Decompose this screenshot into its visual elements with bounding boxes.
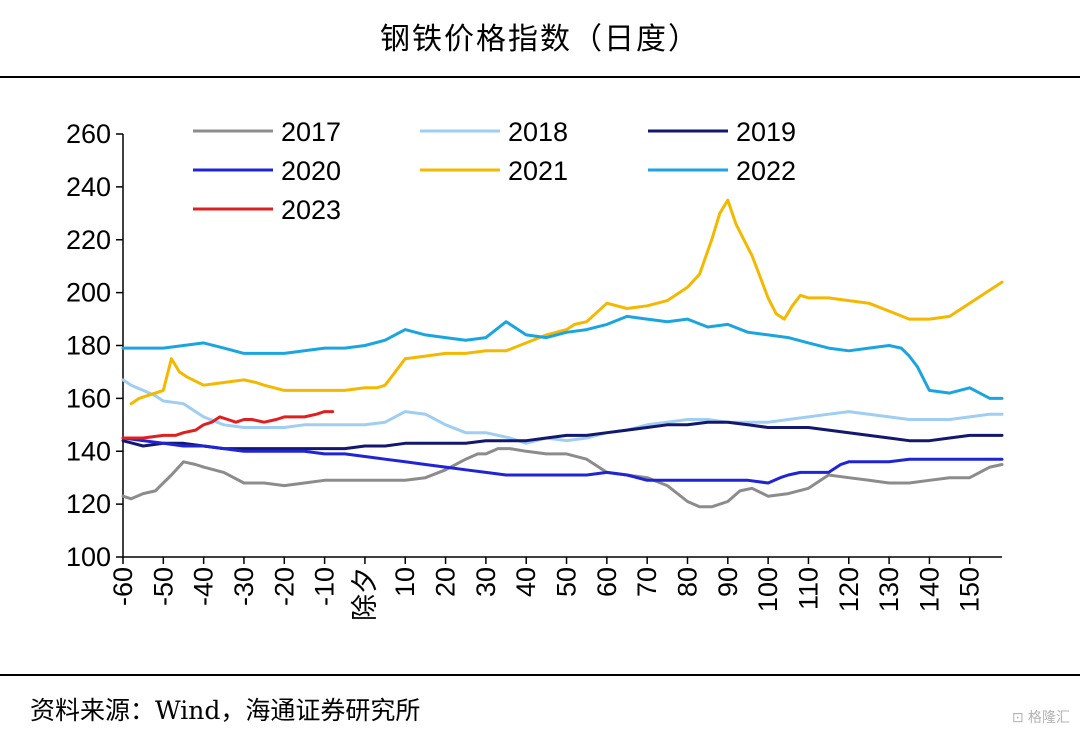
x-tick-label: -60 [108,567,138,606]
legend-label-2022: 2022 [736,156,796,186]
x-tick-label: -40 [189,567,219,606]
x-tick-label: 80 [672,567,702,597]
series-lines [121,198,1004,509]
watermark-text: 格隆汇 [1028,710,1070,726]
x-tick-label: 120 [834,567,864,612]
y-tick-label: 260 [66,119,111,149]
y-tick-label: 100 [66,542,111,572]
x-tick-label: 60 [592,567,622,597]
y-tick-label: 220 [66,225,111,255]
x-tick-label: 130 [874,567,904,612]
x-tick-label: 100 [753,567,783,612]
legend-label-2018: 2018 [508,117,568,147]
series-line-2020 [121,436,1004,485]
x-tick-label: 10 [390,567,420,597]
source-note: 资料来源：Wind，海通证券研究所 [30,696,421,725]
x-tick-label: -20 [269,567,299,606]
x-tick-label: 40 [511,567,541,597]
series-line-2023 [121,410,335,440]
legend-label-2017: 2017 [281,117,341,147]
x-tick-label: 30 [471,567,501,597]
y-tick-label: 160 [66,383,111,413]
watermark-logo: ⊡ 格隆汇 [1011,710,1070,726]
x-tick-label: 除夕 [350,567,381,621]
chart-title: 钢铁价格指数（日度） [380,22,700,57]
y-tick-label: 240 [66,172,111,202]
x-tick-label: 20 [431,567,461,597]
x-tick-label: 90 [713,567,743,597]
legend-label-2021: 2021 [508,156,568,186]
series-line-2018 [121,378,1004,445]
y-tick-label: 180 [66,331,111,361]
legend-label-2023: 2023 [281,195,341,225]
x-tick-label: 70 [632,567,662,597]
series-line-2019 [121,420,1004,451]
x-tick-label: -50 [148,567,178,606]
y-tick-label: 140 [66,436,111,466]
x-tick-label: -10 [310,567,340,606]
x-tick-label: 110 [793,567,823,610]
x-tick-label: 140 [914,567,944,612]
y-tick-label: 120 [66,489,111,519]
legend: 2017 2018 2019 2020 2021 2022 2023 [193,117,796,225]
x-tick-label: 50 [552,567,582,597]
series-line-2017 [121,447,1004,509]
x-tick-label: -30 [229,567,259,606]
series-line-2021 [129,198,1004,406]
legend-label-2019: 2019 [736,117,796,147]
source-rule [0,674,1080,676]
title-rule [0,76,1080,78]
series-line-2022 [121,314,1004,400]
legend-label-2020: 2020 [281,156,341,186]
x-tick-label: 150 [955,567,985,612]
y-tick-label: 200 [66,278,111,308]
